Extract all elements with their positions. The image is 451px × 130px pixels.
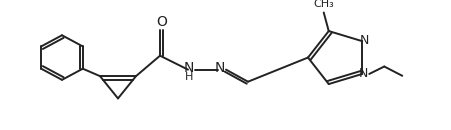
Text: CH₃: CH₃ xyxy=(313,0,333,9)
Text: N: N xyxy=(358,67,367,80)
Text: O: O xyxy=(156,15,166,29)
Text: N: N xyxy=(359,34,368,47)
Text: N: N xyxy=(214,61,225,75)
Text: H: H xyxy=(184,72,193,82)
Text: N: N xyxy=(184,61,194,75)
